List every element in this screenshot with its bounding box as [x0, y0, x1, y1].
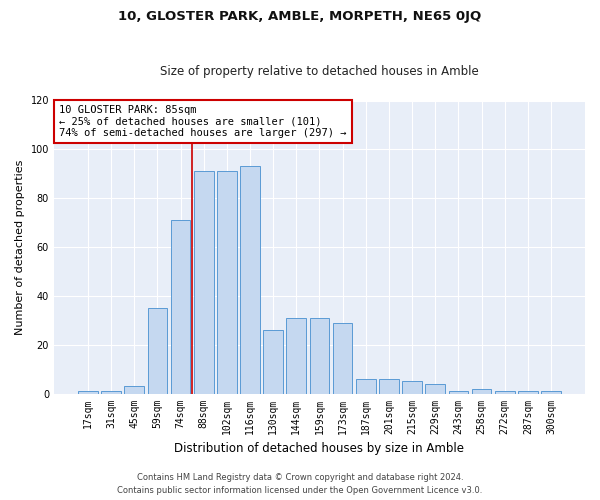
Bar	[425, 384, 445, 394]
Bar	[263, 330, 283, 394]
Text: Contains HM Land Registry data © Crown copyright and database right 2024.
Contai: Contains HM Land Registry data © Crown c…	[118, 474, 482, 495]
Bar	[217, 172, 236, 394]
Bar	[379, 379, 399, 394]
Text: 10 GLOSTER PARK: 85sqm
← 25% of detached houses are smaller (101)
74% of semi-de: 10 GLOSTER PARK: 85sqm ← 25% of detached…	[59, 105, 347, 138]
Bar	[472, 388, 491, 394]
Title: Size of property relative to detached houses in Amble: Size of property relative to detached ho…	[160, 66, 479, 78]
Bar	[78, 391, 98, 394]
Bar	[449, 391, 468, 394]
Bar	[333, 322, 352, 394]
X-axis label: Distribution of detached houses by size in Amble: Distribution of detached houses by size …	[175, 442, 464, 455]
Bar	[310, 318, 329, 394]
Bar	[402, 382, 422, 394]
Bar	[286, 318, 306, 394]
Bar	[194, 172, 214, 394]
Text: 10, GLOSTER PARK, AMBLE, MORPETH, NE65 0JQ: 10, GLOSTER PARK, AMBLE, MORPETH, NE65 0…	[118, 10, 482, 23]
Bar	[101, 391, 121, 394]
Bar	[170, 220, 190, 394]
Bar	[240, 166, 260, 394]
Bar	[495, 391, 515, 394]
Bar	[148, 308, 167, 394]
Y-axis label: Number of detached properties: Number of detached properties	[15, 160, 25, 334]
Bar	[356, 379, 376, 394]
Bar	[518, 391, 538, 394]
Bar	[124, 386, 144, 394]
Bar	[541, 391, 561, 394]
